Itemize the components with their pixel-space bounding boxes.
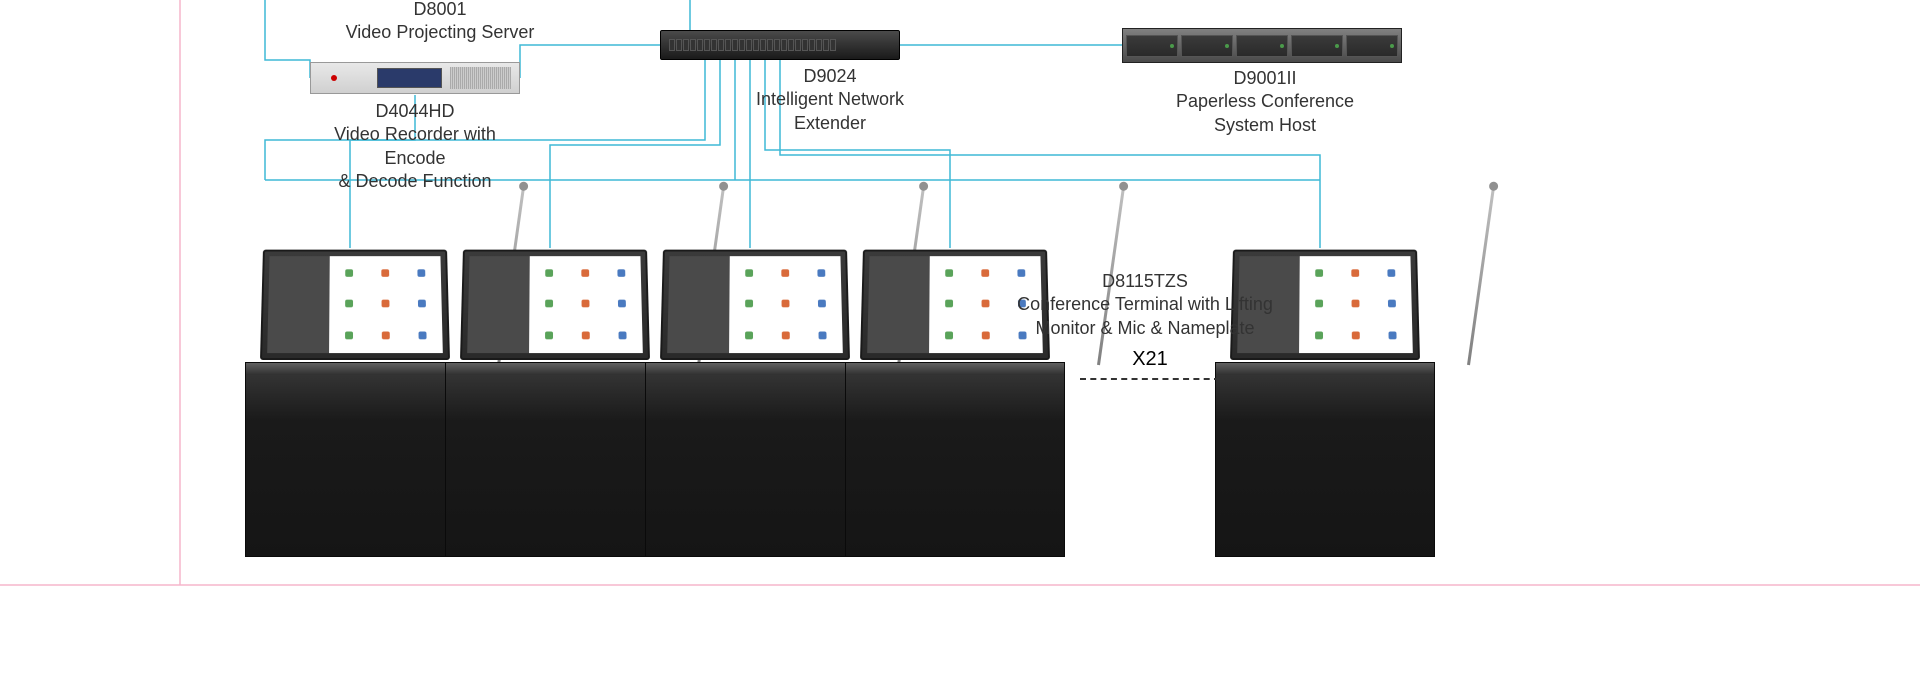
model-text: D9001II [1165, 67, 1365, 90]
desc-text: Video Projecting Server [340, 21, 540, 44]
desc-text: System Host [1165, 114, 1365, 137]
desc-text: Conference Terminal with Lifting [1015, 293, 1275, 316]
terminal-monitor [460, 250, 650, 360]
x21-text: X21 [1132, 348, 1168, 370]
drive-bay [1346, 35, 1398, 57]
drive-bay [1291, 35, 1343, 57]
switch-ports [669, 39, 836, 51]
screen-sidebar [267, 256, 329, 353]
power-led [331, 75, 337, 81]
screen-grid [329, 256, 443, 353]
terminal-base [845, 362, 1065, 557]
terminal-monitor [260, 250, 450, 360]
device-network-switch [660, 30, 900, 60]
label-d9024: D9024 Intelligent Network Extender [740, 65, 920, 135]
drive-bay [1126, 35, 1178, 57]
desc-text: Video Recorder with Encode [305, 123, 525, 170]
device-conference-host [1122, 28, 1402, 63]
desc-text: Monitor & Mic & Nameplate [1015, 317, 1275, 340]
speaker-grille [450, 67, 511, 89]
terminal-monitor [660, 250, 850, 360]
label-d8001: D8001 Video Projecting Server [340, 0, 540, 45]
terminal-base [1215, 362, 1435, 557]
model-text: D9024 [740, 65, 920, 88]
terminal-base [445, 362, 665, 557]
multiplier-label: X21 [1120, 348, 1180, 371]
system-diagram: D8001 Video Projecting Server D4044HD Vi… [0, 0, 1920, 675]
desc-text: Extender [740, 112, 920, 135]
label-d8115: D8115TZS Conference Terminal with Liftin… [1015, 270, 1275, 340]
device-video-recorder [310, 62, 520, 94]
model-text: D8115TZS [1015, 270, 1275, 293]
lcd-panel [377, 68, 442, 88]
drive-bay [1236, 35, 1288, 57]
drive-bay [1181, 35, 1233, 57]
label-d9001: D9001II Paperless Conference System Host [1165, 67, 1365, 137]
model-text: D8001 [340, 0, 540, 21]
model-text: D4044HD [305, 100, 525, 123]
mic-icon [1467, 187, 1495, 366]
dashed-line [1080, 378, 1220, 380]
terminal-base [245, 362, 465, 557]
desc-text: Paperless Conference [1165, 90, 1365, 113]
desc-text: & Decode Function [305, 170, 525, 193]
label-d4044: D4044HD Video Recorder with Encode & Dec… [305, 100, 525, 194]
terminal-base [645, 362, 865, 557]
desc-text: Intelligent Network [740, 88, 920, 111]
